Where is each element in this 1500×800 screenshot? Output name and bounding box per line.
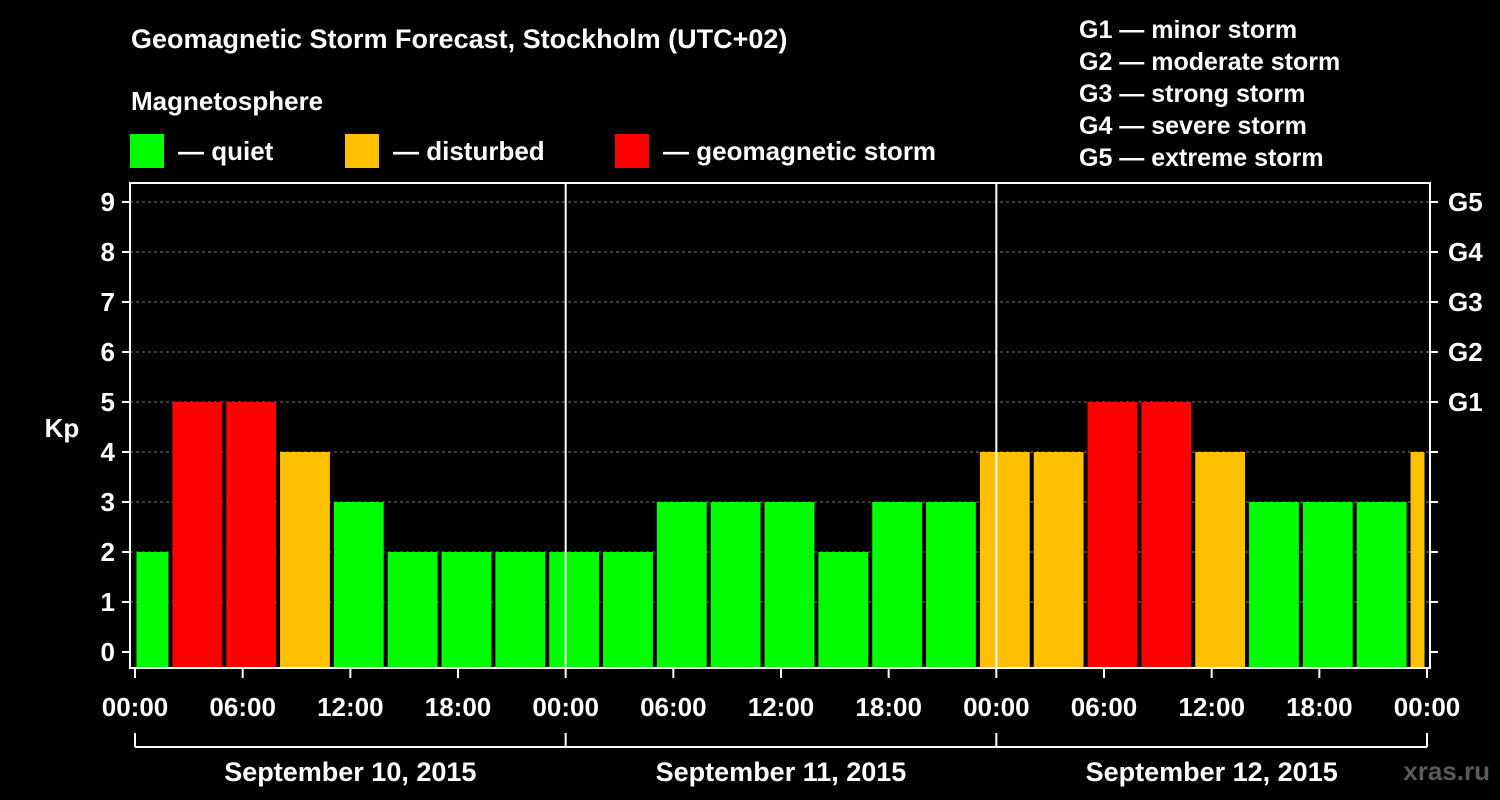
x-tick-label-2: 12:00 xyxy=(317,692,384,722)
kp-bar-16 xyxy=(979,452,1030,668)
kp-bar-8 xyxy=(549,552,600,668)
legend-storm: — geomagnetic storm xyxy=(615,134,936,168)
legend-quiet-label: — quiet xyxy=(178,135,274,166)
x-tick-label-4: 00:00 xyxy=(532,692,599,722)
g-scale-g4: G4 — severe storm xyxy=(1079,112,1307,140)
y-tick-label-4: 4 xyxy=(101,437,116,467)
x-tick-label-5: 06:00 xyxy=(640,692,707,722)
kp-bar-11 xyxy=(710,502,761,668)
y-tick-label-6: 6 xyxy=(101,337,115,367)
kp-bar-23 xyxy=(1356,502,1407,668)
chart-title: Geomagnetic Storm Forecast, Stockholm (U… xyxy=(131,24,788,54)
magnetosphere-label: Magnetosphere xyxy=(131,86,324,116)
legend-storm-label: — geomagnetic storm xyxy=(663,135,937,166)
legend-quiet: — quiet xyxy=(130,134,273,168)
y-tick-label-8: 8 xyxy=(101,237,115,267)
y-tick-label-1: 1 xyxy=(101,587,115,617)
g-scale-g1: G1 — minor storm xyxy=(1079,16,1298,44)
kp-bar-14 xyxy=(872,502,923,668)
kp-bar-24 xyxy=(1410,452,1425,668)
x-tick-label-7: 18:00 xyxy=(855,692,922,722)
kp-bar-22 xyxy=(1302,502,1353,668)
kp-bar-6 xyxy=(441,552,492,668)
y-tick-label-2: 2 xyxy=(101,537,115,567)
kp-bar-18 xyxy=(1087,402,1138,668)
kp-bar-5 xyxy=(387,552,438,668)
x-tick-label-9: 06:00 xyxy=(1071,692,1138,722)
g-scale-g3: G3 — strong storm xyxy=(1079,80,1306,108)
y-tick-label-5: 5 xyxy=(101,387,115,417)
x-tick-label-11: 18:00 xyxy=(1286,692,1353,722)
kp-bar-12 xyxy=(764,502,815,668)
legend-disturbed: — disturbed xyxy=(345,134,545,168)
y2-label-g3: G3 xyxy=(1448,287,1483,317)
g-scale-legend: G1 — minor storm G2 — moderate storm G3 … xyxy=(1079,14,1340,174)
kp-bar-1 xyxy=(172,402,223,668)
kp-bar-7 xyxy=(495,552,546,668)
day-label-0: September 10, 2015 xyxy=(224,757,476,787)
legend-storm-swatch xyxy=(615,134,649,168)
kp-bar-13 xyxy=(818,552,869,668)
g-scale-g5: G5 — extreme storm xyxy=(1079,144,1324,172)
y2-label-g5: G5 xyxy=(1448,187,1483,217)
kp-bar-3 xyxy=(280,452,330,668)
x-tick-label-10: 12:00 xyxy=(1178,692,1245,722)
y-tick-label-0: 0 xyxy=(101,637,115,667)
kp-bar-20 xyxy=(1195,452,1246,668)
x-tick-label-3: 18:00 xyxy=(425,692,492,722)
day-label-2: September 12, 2015 xyxy=(1086,757,1338,787)
x-tick-label-12: 00:00 xyxy=(1394,692,1461,722)
watermark: xras.ru xyxy=(1403,756,1490,786)
y2-label-g2: G2 xyxy=(1448,337,1483,367)
x-tick-label-1: 06:00 xyxy=(209,692,276,722)
legend-quiet-swatch xyxy=(130,134,164,168)
y2-label-g4: G4 xyxy=(1448,237,1483,267)
kp-bar-10 xyxy=(656,502,707,668)
day-label-1: September 11, 2015 xyxy=(656,757,907,787)
kp-bar-19 xyxy=(1141,402,1192,668)
x-tick-label-8: 00:00 xyxy=(963,692,1030,722)
x-tick-label-6: 12:00 xyxy=(748,692,815,722)
y2-label-g1: G1 xyxy=(1448,387,1483,417)
y-tick-label-3: 3 xyxy=(101,487,115,517)
kp-bar-0 xyxy=(136,552,169,668)
y-axis-label: Kp xyxy=(45,413,80,443)
legend-disturbed-label: — disturbed xyxy=(393,135,545,166)
kp-bar-4 xyxy=(333,502,384,668)
g-scale-g2: G2 — moderate storm xyxy=(1079,48,1341,76)
kp-bar-2 xyxy=(226,402,277,668)
x-tick-label-0: 00:00 xyxy=(102,692,169,722)
y-tick-label-7: 7 xyxy=(101,287,115,317)
legend-disturbed-swatch xyxy=(345,134,379,168)
kp-bar-15 xyxy=(926,502,976,668)
y-tick-label-9: 9 xyxy=(101,187,115,217)
kp-bar-9 xyxy=(603,552,653,668)
kp-bar-21 xyxy=(1249,502,1299,668)
kp-bar-17 xyxy=(1033,452,1084,668)
